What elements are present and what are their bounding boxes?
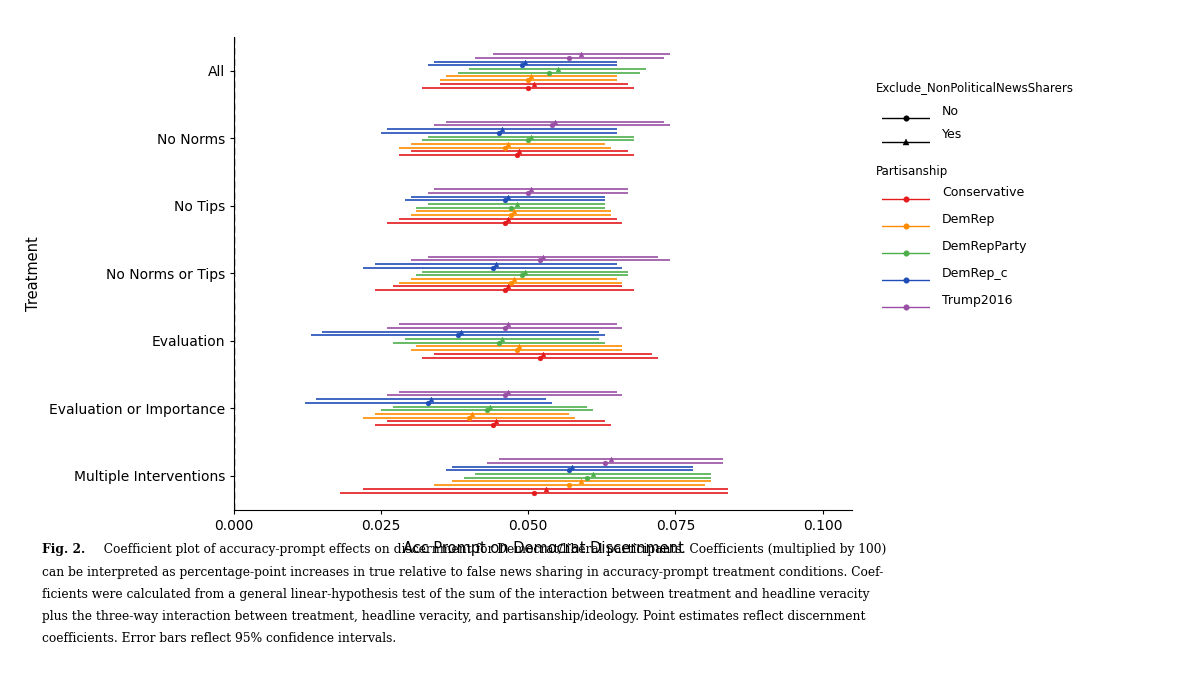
Text: Trump2016: Trump2016 — [942, 294, 1013, 307]
Text: plus the three-way interaction between treatment, headline veracity, and partisa: plus the three-way interaction between t… — [42, 610, 865, 623]
Text: Yes: Yes — [942, 128, 962, 142]
Y-axis label: Treatment: Treatment — [25, 236, 41, 310]
Text: DemRep: DemRep — [942, 213, 995, 226]
Text: Exclude_NonPoliticalNewsSharers: Exclude_NonPoliticalNewsSharers — [876, 81, 1074, 94]
Text: ficients were calculated from a general linear-hypothesis test of the sum of the: ficients were calculated from a general … — [42, 588, 870, 601]
Text: coefficients. Error bars reflect 95% confidence intervals.: coefficients. Error bars reflect 95% con… — [42, 632, 396, 645]
Text: Coefficient plot of accuracy-prompt effects on discernment for Democrat/liberal : Coefficient plot of accuracy-prompt effe… — [96, 543, 887, 556]
Text: can be interpreted as percentage-point increases in true relative to false news : can be interpreted as percentage-point i… — [42, 566, 883, 578]
Text: Fig. 2.: Fig. 2. — [42, 543, 85, 556]
Text: Partisanship: Partisanship — [876, 165, 948, 178]
Text: Conservative: Conservative — [942, 186, 1025, 199]
X-axis label: Acc Prompt on Democrat Discernment: Acc Prompt on Democrat Discernment — [402, 541, 684, 556]
Text: DemRepParty: DemRepParty — [942, 240, 1027, 253]
Text: No: No — [942, 105, 959, 118]
Text: DemRep_c: DemRep_c — [942, 267, 1009, 280]
